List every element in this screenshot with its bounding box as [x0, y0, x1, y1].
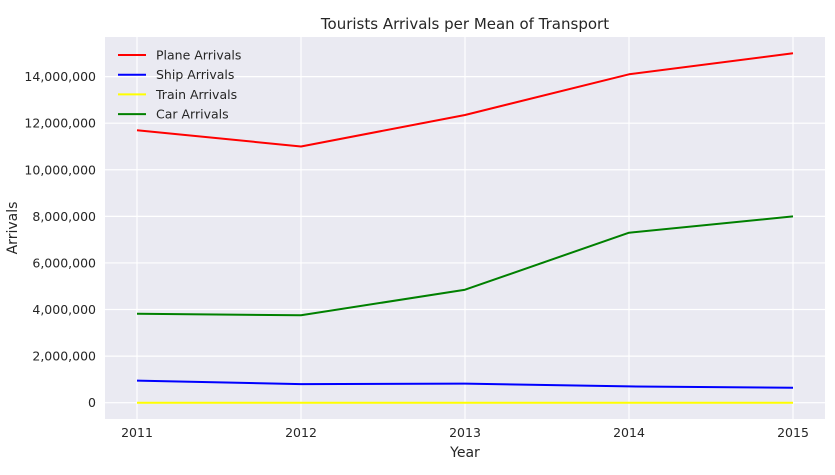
x-tick-label: 2015: [777, 425, 809, 440]
y-tick-label: 2,000,000: [32, 349, 96, 364]
legend-label: Ship Arrivals: [156, 67, 234, 82]
legend-label: Train Arrivals: [155, 87, 237, 102]
y-tick-label: 10,000,000: [24, 162, 96, 177]
y-axis-label: Arrivals: [5, 202, 21, 255]
y-tick-label: 14,000,000: [24, 69, 96, 84]
legend-label: Car Arrivals: [156, 107, 229, 122]
x-tick-label: 2014: [613, 425, 645, 440]
grid-lines: [105, 37, 825, 419]
chart-title: Tourists Arrivals per Mean of Transport: [320, 15, 609, 33]
legend: Plane Arrivals Ship Arrivals Train Arrival…: [118, 48, 241, 122]
series-lines: [136, 52, 794, 404]
y-tick-label: 12,000,000: [24, 116, 96, 131]
x-tick-label: 2013: [449, 425, 481, 440]
y-tick-label: 0: [88, 395, 96, 410]
y-tick-labels: 0 2,000,000 4,000,000 6,000,000 8,000,000 10,…: [24, 69, 96, 410]
y-tick-label: 4,000,000: [32, 302, 96, 317]
y-tick-label: 8,000,000: [32, 209, 96, 224]
x-tick-label: 2011: [121, 425, 153, 440]
x-axis-label: Year: [449, 445, 480, 461]
x-tick-labels: 2011 2012 2013 2014 2015: [121, 425, 809, 440]
x-tick-label: 2012: [285, 425, 317, 440]
legend-label: Plane Arrivals: [156, 48, 241, 63]
series-line-ship-arrivals: [136, 379, 794, 389]
y-tick-label: 6,000,000: [32, 255, 96, 270]
series-line-plane-arrivals: [136, 52, 794, 148]
series-line-car-arrivals: [136, 215, 794, 317]
